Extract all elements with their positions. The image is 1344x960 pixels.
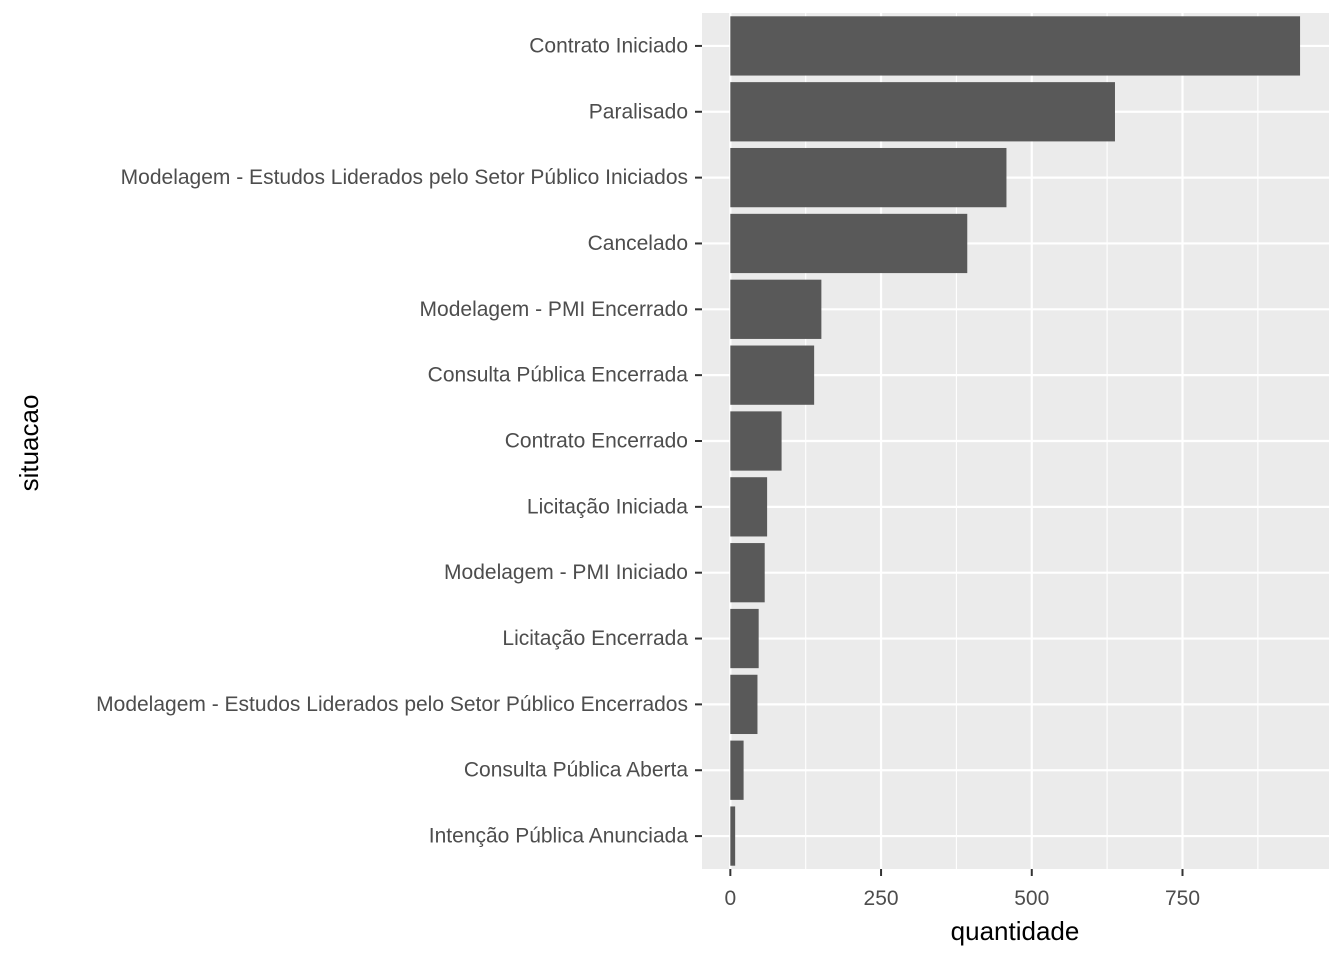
bar [730,806,736,866]
bar [730,608,759,669]
y-tick-label: Contrato Iniciado [529,34,688,57]
y-tick-label: Licitação Encerrada [502,627,688,650]
bar [730,16,1301,76]
bar [730,279,822,339]
x-axis-title: quantidade [951,916,1080,946]
y-axis-title: situacao [14,395,44,492]
y-tick-label: Cancelado [588,232,688,255]
y-tick-label: Licitação Iniciada [527,495,688,518]
y-tick-label: Consulta Pública Aberta [464,759,688,782]
x-axis: 0 250 500 750 [724,869,1200,910]
bar [730,477,768,537]
x-tick-label: 250 [864,887,899,910]
y-tick-label: Consulta Pública Encerrada [428,364,689,387]
y-tick-label: Paralisado [589,100,688,123]
y-tick-label: Modelagem - PMI Encerrado [420,298,688,321]
x-tick-label: 750 [1165,887,1200,910]
x-tick-label: 500 [1014,887,1049,910]
y-tick-label: Intenção Pública Anunciada [429,825,689,848]
bar [730,740,744,800]
bar [730,147,1007,208]
y-tick-label: Modelagem - Estudos Liderados pelo Setor… [121,166,688,189]
y-tick-label: Modelagem - Estudos Liderados pelo Setor… [96,693,688,716]
bars [730,16,1301,866]
y-axis: Contrato Iniciado Paralisado Modelagem - E… [96,34,702,848]
bar [730,82,1115,142]
bar [730,411,782,471]
bar [730,345,815,405]
y-tick-label: Modelagem - PMI Iniciado [444,561,688,584]
bar [730,674,758,735]
bar [730,213,968,274]
x-tick-label: 0 [724,887,736,910]
bar [730,543,765,603]
y-tick-label: Contrato Encerrado [505,430,688,453]
